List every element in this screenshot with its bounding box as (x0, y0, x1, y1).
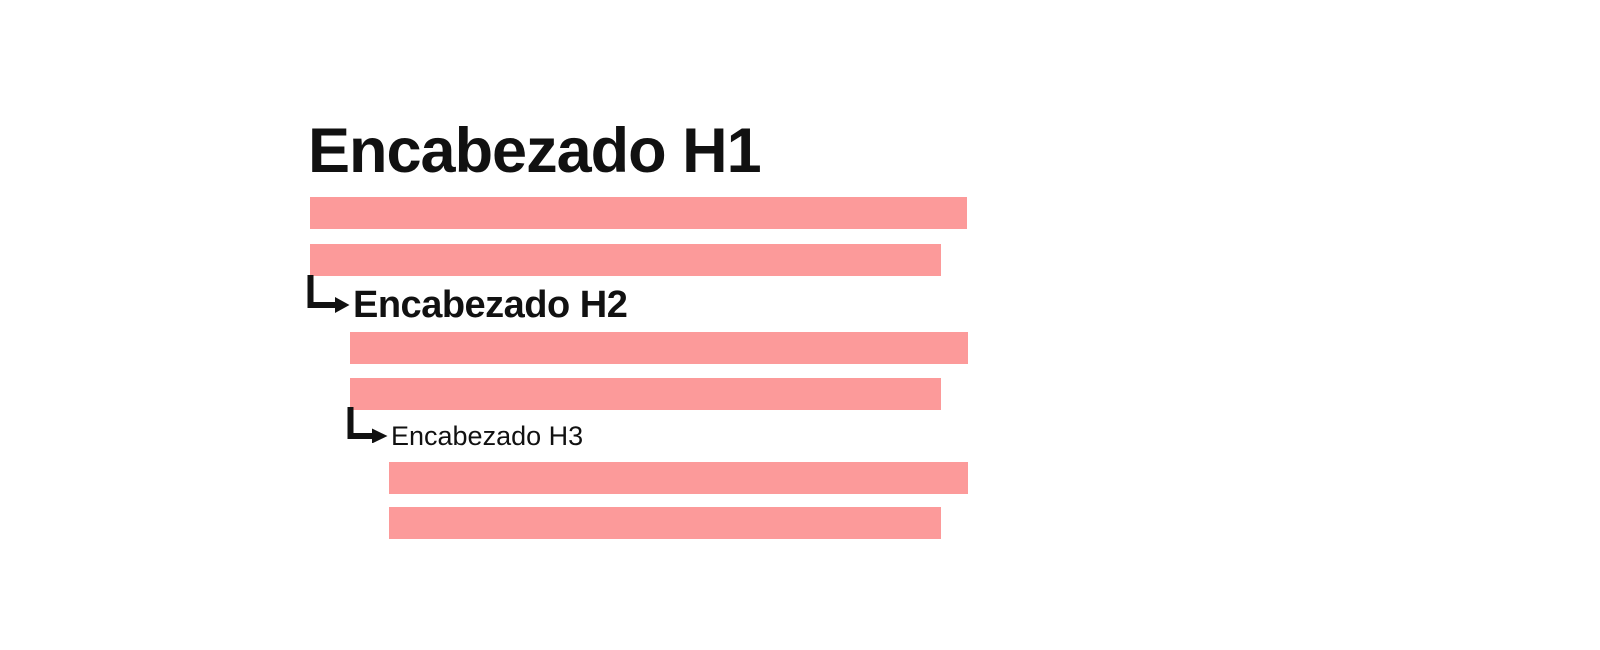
placeholder-text-bar (389, 507, 941, 539)
placeholder-text-bar (350, 378, 941, 410)
placeholder-text-bar (350, 332, 968, 364)
elbow-arrow-icon (347, 407, 388, 443)
heading-h2-label: Encabezado H2 (353, 284, 628, 326)
heading-h1-label: Encabezado H1 (308, 116, 762, 186)
heading-h3-label: Encabezado H3 (391, 421, 584, 451)
placeholder-text-bar (389, 462, 968, 494)
placeholder-text-bar (310, 197, 967, 229)
elbow-arrow-icon (307, 275, 350, 313)
placeholder-text-bar (310, 244, 941, 276)
